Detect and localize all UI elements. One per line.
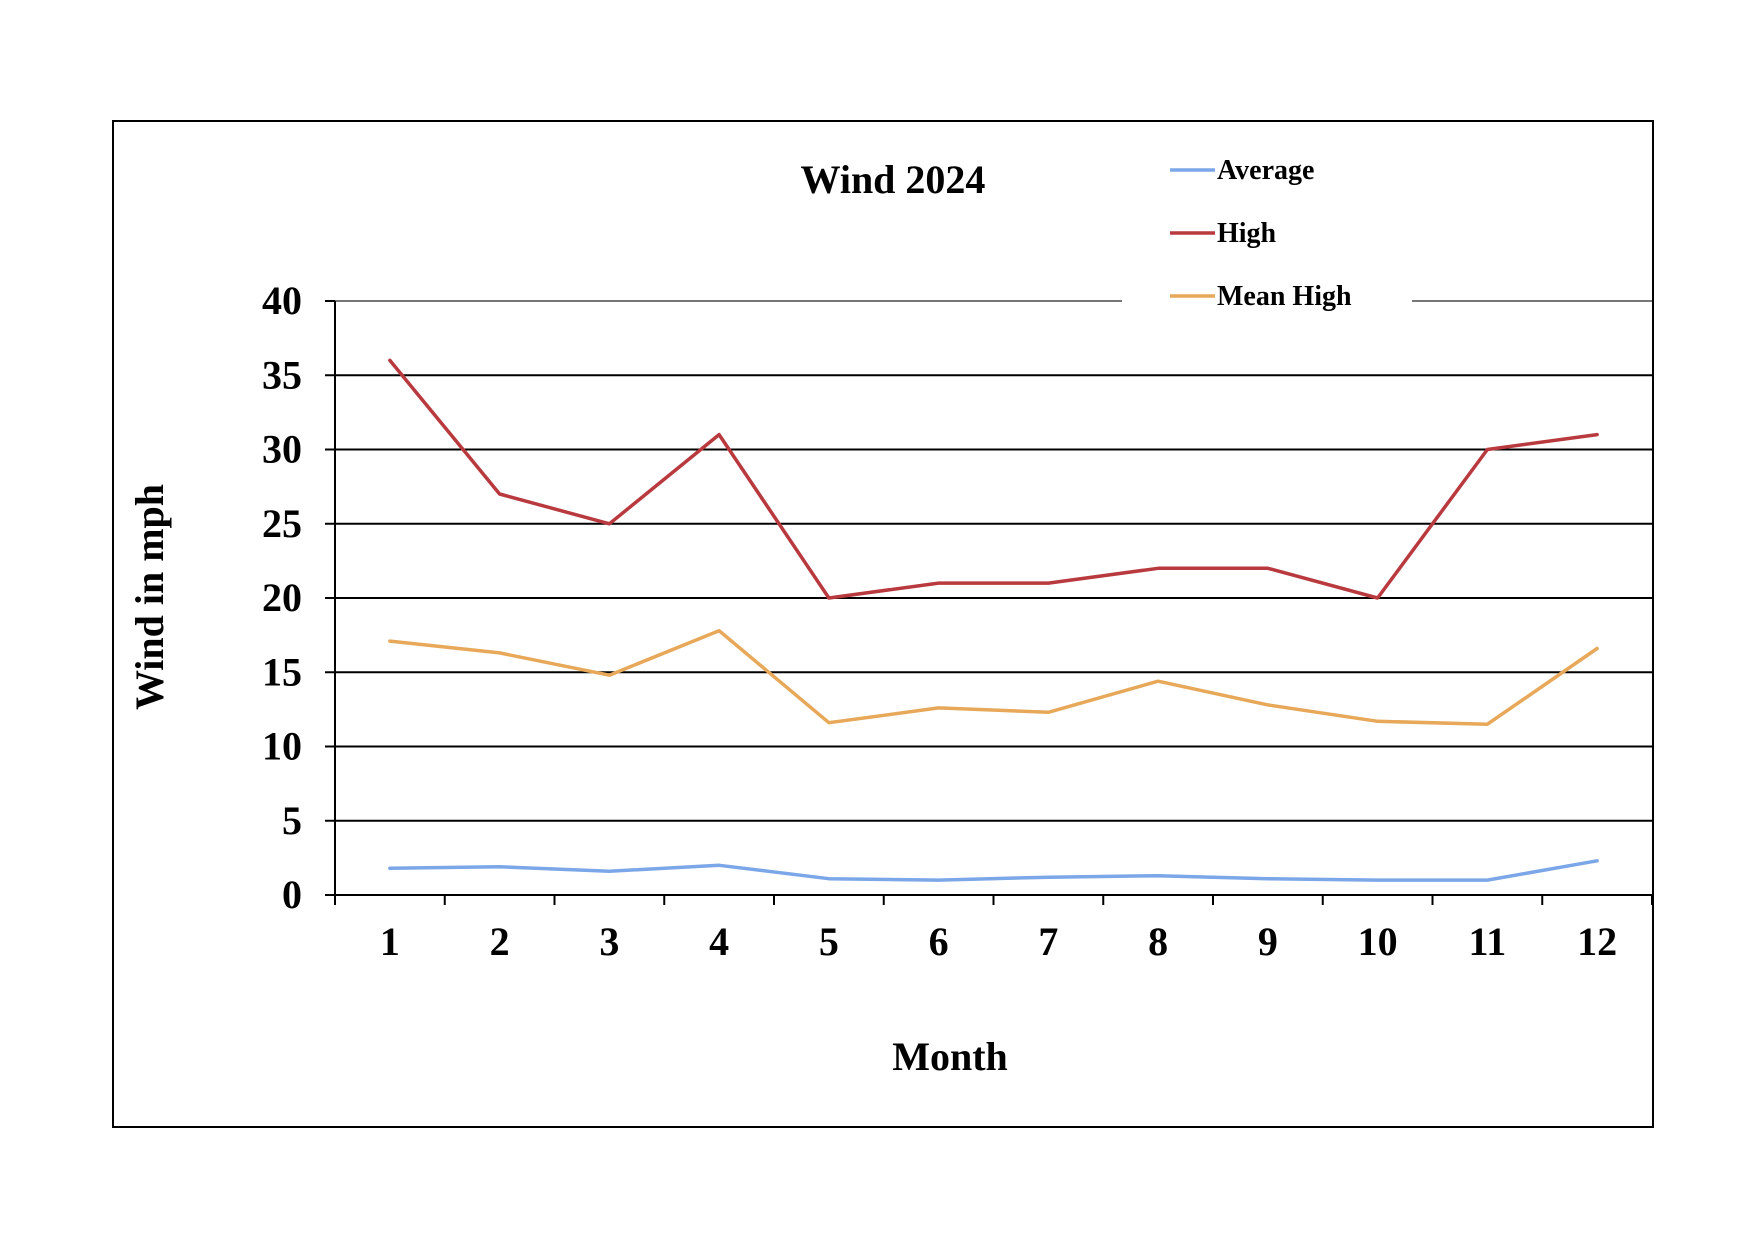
- legend-label: Mean High: [1217, 281, 1352, 312]
- x-tick-label: 3: [599, 919, 619, 964]
- y-tick-label: 35: [262, 352, 302, 397]
- chart-frame: [112, 120, 1654, 1128]
- y-tick-label: 0: [282, 872, 302, 917]
- chart-title: Wind 2024: [801, 157, 986, 202]
- legend-label: Average: [1217, 155, 1314, 186]
- y-tick-label: 40: [262, 278, 302, 323]
- x-tick-label: 7: [1038, 919, 1058, 964]
- series-line-high: [388, 358, 1599, 600]
- x-tick-label: 2: [490, 919, 510, 964]
- series-lines: [388, 358, 1599, 882]
- x-tick-label: 6: [929, 919, 949, 964]
- y-tick-label: 20: [262, 575, 302, 620]
- y-tick-label: 30: [262, 427, 302, 472]
- y-tick-label: 15: [262, 649, 302, 694]
- y-tick-label: 10: [262, 724, 302, 769]
- y-tick-label: 25: [262, 501, 302, 546]
- x-axis-title: Month: [892, 1034, 1008, 1079]
- x-tick-label: 5: [819, 919, 839, 964]
- x-tick-label: 11: [1468, 919, 1506, 964]
- legend: Average High Mean High: [1122, 141, 1412, 316]
- x-tick-label: 4: [709, 919, 729, 964]
- x-tick-label: 1: [380, 919, 400, 964]
- y-axis-title: Wind in mph: [127, 484, 172, 710]
- y-tick-label: 5: [282, 798, 302, 843]
- axes: [325, 300, 1653, 905]
- series-line-average: [388, 859, 1599, 882]
- x-tick-label: 8: [1148, 919, 1168, 964]
- x-tick-label: 9: [1258, 919, 1278, 964]
- x-tick-label: 12: [1577, 919, 1617, 964]
- legend-label: High: [1217, 218, 1277, 249]
- series-line-mean-high: [388, 628, 1599, 726]
- x-tick-label: 10: [1358, 919, 1398, 964]
- grid-lines: [335, 300, 1652, 822]
